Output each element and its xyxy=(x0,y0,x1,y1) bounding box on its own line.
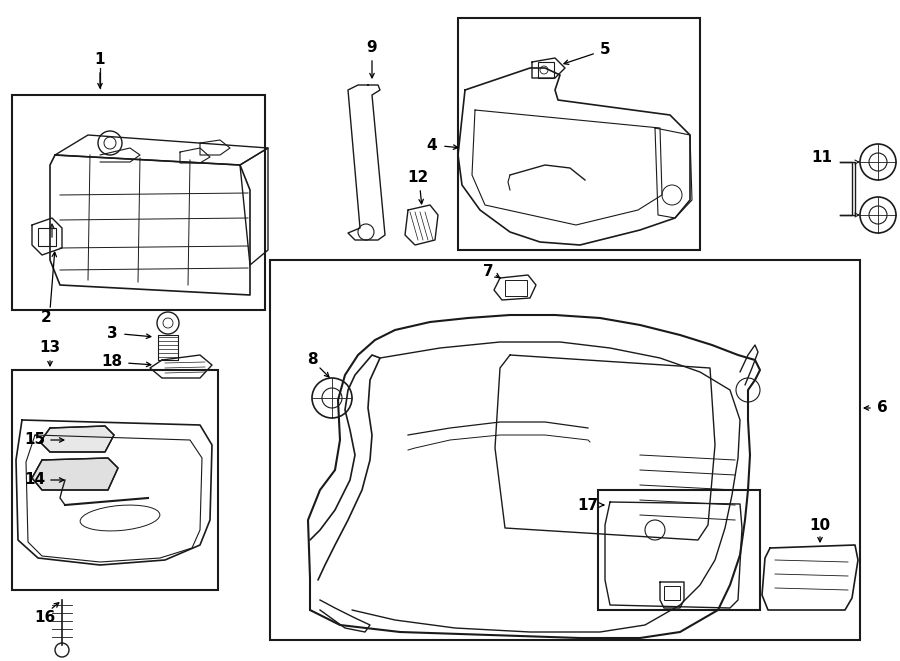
Bar xyxy=(12,370,218,590)
Bar xyxy=(38,228,56,246)
Text: 17: 17 xyxy=(578,498,599,512)
Polygon shape xyxy=(40,426,114,452)
Text: 9: 9 xyxy=(366,40,377,56)
Bar xyxy=(458,18,700,250)
Bar xyxy=(538,62,554,78)
Text: 3: 3 xyxy=(107,325,117,340)
Bar xyxy=(270,260,860,640)
Text: 13: 13 xyxy=(40,340,60,356)
Text: 11: 11 xyxy=(812,149,833,165)
Text: 7: 7 xyxy=(482,264,493,280)
Text: 5: 5 xyxy=(599,42,610,58)
Bar xyxy=(12,95,265,310)
Polygon shape xyxy=(32,458,118,490)
Text: 16: 16 xyxy=(34,611,56,625)
Text: 1: 1 xyxy=(94,52,105,67)
Text: 2: 2 xyxy=(40,311,51,325)
Text: 15: 15 xyxy=(24,432,46,447)
Bar xyxy=(664,586,680,600)
Text: 6: 6 xyxy=(877,401,887,416)
Text: 4: 4 xyxy=(427,137,437,153)
Text: 12: 12 xyxy=(408,171,428,186)
Bar xyxy=(505,280,527,296)
Text: 10: 10 xyxy=(809,518,831,533)
Bar xyxy=(598,490,760,610)
Text: 8: 8 xyxy=(307,352,318,368)
Text: 14: 14 xyxy=(24,473,46,488)
Text: 18: 18 xyxy=(102,354,122,369)
